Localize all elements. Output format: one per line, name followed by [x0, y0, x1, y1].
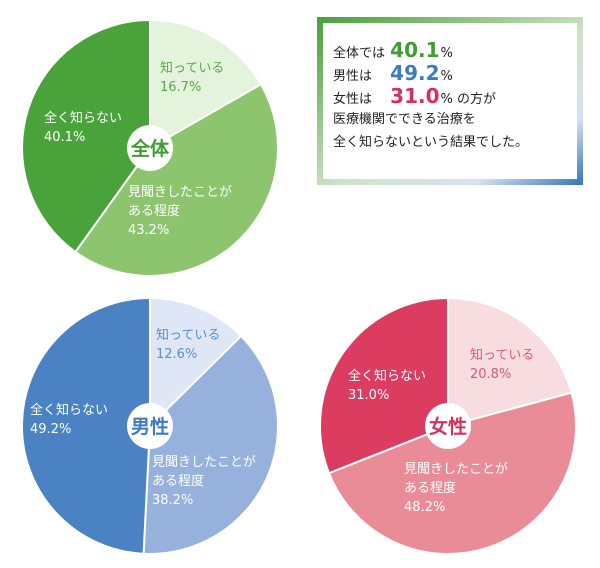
summary-line-all: 全体では 40.1% [333, 39, 583, 62]
summary-line-5: 全く知らないという結果でした。 [333, 135, 529, 150]
summary-men-prefix: 男性は [333, 69, 373, 84]
pie-josei: 知っている 20.8% 見聞きしたことがある程度 48.2% 全く知らない 31.0%女性 [319, 296, 577, 555]
summary-men-value: 49.2 [390, 61, 440, 85]
pie-josei-badge [425, 403, 471, 449]
summary-women-prefix: 女性は [333, 92, 373, 107]
pie-josei-slice-1 [327, 391, 577, 555]
pie-zentai-title: 全体 [130, 137, 170, 160]
pie-josei-label-2: 全く知らない 31.0% [348, 368, 426, 403]
summary-women-suffix: の方が [457, 92, 497, 107]
summary-line-men: 男性は 49.2% [333, 62, 583, 85]
pie-zentai-label-1: 見聞きしたことがある程度 43.2% [128, 185, 232, 238]
pie-dansei: 知っている 12.6% 見聞きしたことがある程度 38.2% 全く知らない 49.2% 男性 [21, 296, 279, 555]
summary-box: 全体では 40.1% 男性は 49.2% 女性は 31.0% の方が 医療機関で… [317, 17, 583, 185]
summary-frame [317, 17, 583, 185]
pie-dansei-slice-1 [142, 334, 279, 555]
pie-josei-slice-0 [447, 296, 573, 428]
summary-line-4: 医療機関でできる治療を [333, 112, 476, 127]
pie-dansei-slice-2 [21, 296, 151, 555]
pie-zentai: 知っている 16.7% 見聞きしたことがある程度 43.2% 全く知らない 40.1% 全体 [21, 18, 279, 277]
pie-dansei-title: 男性 [131, 415, 169, 438]
summary-men-unit: % [440, 69, 453, 84]
pie-josei-slice-2 [319, 296, 449, 475]
summary-all-unit: % [440, 46, 453, 61]
pie-josei-label-0: 知っている 20.8% [470, 347, 534, 382]
pie-dansei-label-1: 見聞きしたことがある程度 38.2% [152, 455, 256, 508]
pie-zentai-label-0: 知っている 16.7% [160, 60, 224, 95]
pie-zentai-label-2: 全く知らない 40.1% [44, 110, 122, 145]
pie-zentai-slice-0 [149, 18, 263, 150]
pie-dansei-label-2: 全く知らない 49.2% [30, 402, 108, 437]
pie-josei-title: 女性 [429, 415, 467, 438]
pie-dansei-label-0: 知っている 12.6% [156, 327, 220, 362]
pie-dansei-slice-0 [149, 296, 243, 429]
pie-josei-label-1: 見聞きしたことがある程度 48.2% [404, 462, 508, 515]
summary-all-prefix: 全体では [333, 46, 386, 61]
pie-zentai-badge [127, 125, 173, 171]
pie-zentai-slice-1 [74, 82, 279, 277]
pie-dansei-badge [127, 403, 173, 449]
summary-women-value: 31.0 [390, 84, 440, 108]
summary-women-unit: % [440, 92, 453, 107]
pie-zentai-slice-2 [21, 18, 151, 254]
summary-line-women: 女性は 31.0% の方が [333, 85, 583, 108]
summary-all-value: 40.1 [390, 38, 440, 62]
